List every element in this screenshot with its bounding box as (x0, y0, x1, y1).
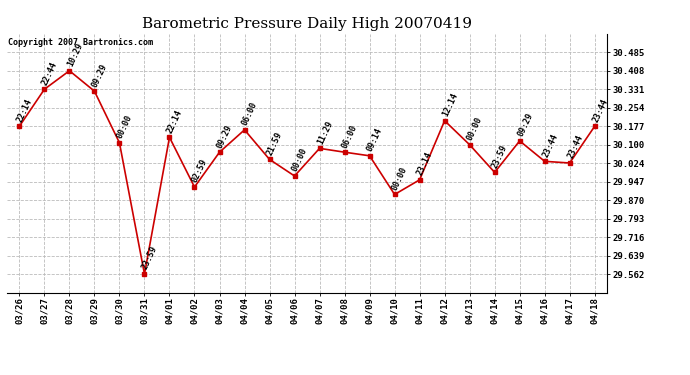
Text: 12:14: 12:14 (441, 92, 460, 118)
Text: 23:44: 23:44 (566, 134, 584, 160)
Text: 09:29: 09:29 (215, 123, 234, 149)
Text: 11:29: 11:29 (315, 119, 334, 146)
Text: 06:00: 06:00 (341, 123, 359, 149)
Text: 23:59: 23:59 (491, 143, 509, 170)
Title: Barometric Pressure Daily High 20070419: Barometric Pressure Daily High 20070419 (142, 17, 472, 31)
Text: 22:14: 22:14 (15, 97, 34, 123)
Text: 09:29: 09:29 (515, 112, 534, 138)
Text: 23:44: 23:44 (541, 132, 560, 159)
Text: 02:59: 02:59 (190, 158, 209, 184)
Text: 22:44: 22:44 (41, 60, 59, 87)
Text: 06:00: 06:00 (241, 100, 259, 127)
Text: 23:14: 23:14 (415, 151, 434, 177)
Text: 10:29: 10:29 (66, 42, 84, 68)
Text: 09:29: 09:29 (90, 62, 109, 88)
Text: 22:14: 22:14 (166, 108, 184, 135)
Text: 00:00: 00:00 (466, 116, 484, 142)
Text: 00:00: 00:00 (290, 147, 309, 173)
Text: 00:00: 00:00 (115, 114, 134, 140)
Text: Copyright 2007 Bartronics.com: Copyright 2007 Bartronics.com (8, 38, 153, 46)
Text: 09:14: 09:14 (366, 126, 384, 153)
Text: 00:00: 00:00 (391, 165, 409, 192)
Text: 21:59: 21:59 (266, 130, 284, 157)
Text: 23:44: 23:44 (591, 97, 609, 123)
Text: 23:59: 23:59 (141, 245, 159, 271)
